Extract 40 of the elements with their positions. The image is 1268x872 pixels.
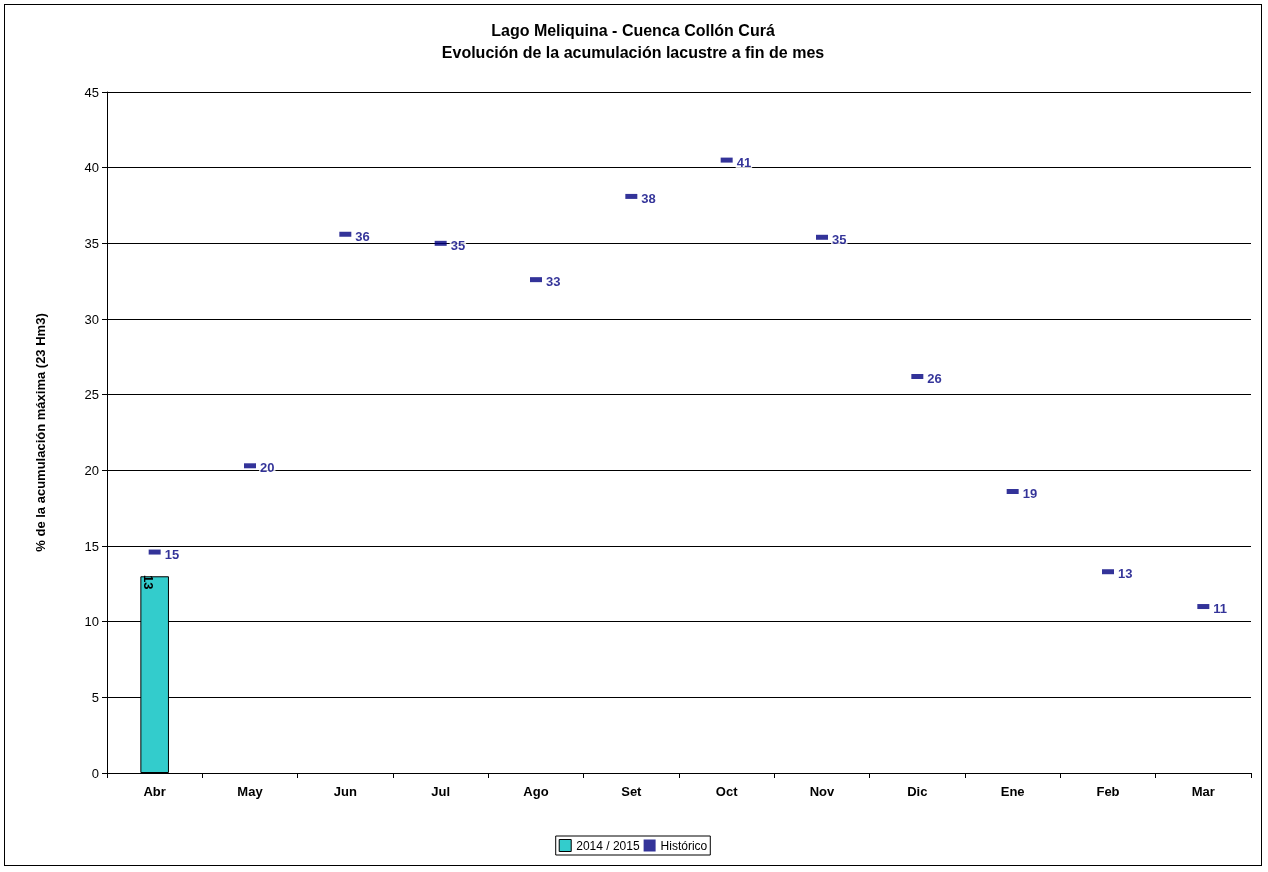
x-tick-label: Jul	[431, 784, 451, 799]
y-tick-label: 35	[84, 235, 99, 251]
y-tick-label: 10	[84, 614, 99, 630]
x-tick-label: Abr	[143, 784, 166, 799]
data-label: 15	[164, 546, 180, 562]
data-label: 35	[450, 237, 466, 253]
data-label: 11	[1213, 601, 1228, 617]
x-tick-label: May	[237, 784, 264, 799]
chart-title: Lago Meliquina - Cuenca Collón Curá	[491, 21, 775, 39]
x-tick-label: Feb	[1096, 784, 1120, 799]
y-tick-label: 15	[84, 538, 99, 554]
x-tick-label: Ene	[1000, 784, 1025, 799]
data-label: 26	[927, 371, 942, 387]
data-label: 35	[832, 231, 847, 247]
x-tick-label: Set	[621, 784, 643, 799]
y-tick-label: 30	[84, 311, 99, 327]
y-axis-title: % de la acumulación máxima (23 Hm3)	[33, 313, 48, 552]
x-tick-label: Jun	[333, 784, 357, 799]
x-tick-label: Nov	[809, 784, 836, 799]
chart-subtitle: Evolución de la acumulación lacustre a fin de mes	[441, 43, 825, 61]
x-tick-label: Ago	[523, 784, 549, 799]
data-label: 20	[260, 460, 275, 476]
data-label: 19	[1022, 486, 1038, 502]
data-label: 41	[736, 154, 752, 170]
legend-label: 2014 / 2015	[576, 838, 640, 853]
x-tick-label: Oct	[715, 784, 739, 799]
y-tick-label: 25	[84, 387, 99, 403]
data-label: 38	[641, 190, 656, 206]
data-label: 13	[1118, 566, 1133, 582]
y-tick-label: 20	[84, 462, 99, 478]
y-tick-label: 0	[91, 765, 99, 781]
y-tick-label: 5	[91, 689, 99, 705]
data-label: 36	[355, 228, 370, 244]
y-tick-label: 45	[84, 84, 99, 100]
data-label: 13	[140, 575, 156, 590]
legend-label: Histórico	[660, 838, 708, 853]
x-tick-label: Mar	[1191, 784, 1215, 799]
data-label: 33	[546, 274, 561, 290]
x-tick-label: Dic	[907, 784, 928, 799]
y-tick-label: 40	[84, 160, 99, 176]
